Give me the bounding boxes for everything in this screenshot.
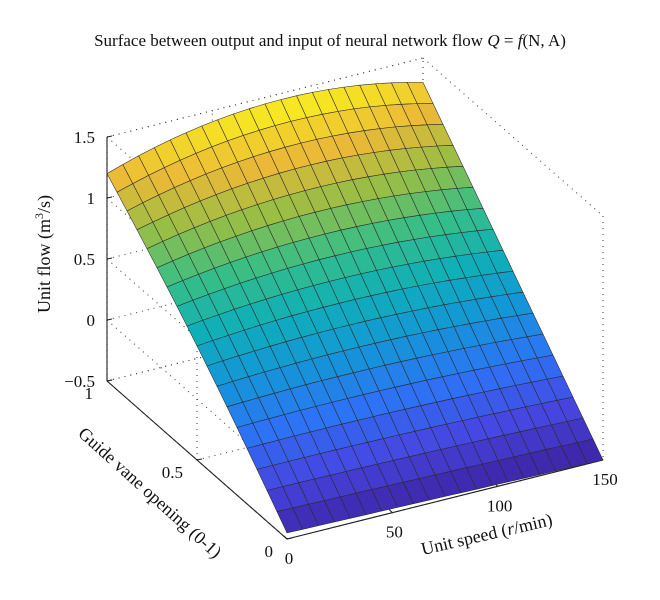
x-tick-label: 100 — [487, 496, 513, 515]
x-tick-label: 50 — [386, 523, 403, 542]
z-axis-label: Unit flow (m3/s) — [32, 195, 55, 313]
x-axis-label-prefix: Unit speed ( — [419, 520, 509, 560]
tick-labels: −0.5 0 0.5 1 1.5 0 50 100 150 0 0.5 1 — [64, 128, 618, 568]
chart-title-fn: f — [518, 31, 525, 50]
x-tick-mark — [283, 535, 288, 540]
y-tick-label: 1 — [85, 384, 94, 403]
box-edge — [106, 57, 424, 138]
z-tick-label: 0 — [87, 311, 96, 330]
z-tick-mark — [106, 318, 113, 321]
surface-mesh — [106, 82, 604, 534]
z-tick-label: 1.5 — [74, 128, 95, 147]
x-axis-line — [286, 459, 604, 540]
x-tick-label: 150 — [592, 470, 618, 489]
z-axis-label-prefix: Unit flow (m — [34, 219, 55, 313]
chart-title-lhs: Q — [487, 31, 499, 50]
chart-title-args: (N, A) — [522, 31, 565, 50]
surface-face — [576, 438, 604, 464]
x-axis-label: Unit speed (r/min) — [419, 509, 554, 560]
y-tick-label: 0.5 — [162, 463, 183, 482]
y-axis-label: Guide vane opening (0-1) — [74, 423, 226, 563]
z-tick-mark — [106, 196, 113, 199]
chart-title: Surface between output and input of neur… — [94, 31, 566, 50]
x-tick-label: 0 — [285, 549, 294, 568]
z-tick-label: 0.5 — [74, 250, 95, 269]
z-axis-label-suffix: /s) — [34, 195, 55, 213]
z-tick-label: 1 — [87, 189, 96, 208]
y-tick-label: 0 — [265, 542, 274, 561]
z-tick-mark — [106, 257, 113, 260]
z-tick-mark — [106, 379, 113, 382]
y-tick-mark — [196, 458, 203, 461]
x-axis-label-suffix: /min) — [512, 509, 555, 538]
x-tick-mark — [388, 509, 393, 514]
z-axis-label-sup: 3 — [32, 213, 46, 219]
y-tick-mark — [286, 537, 293, 540]
chart-title-prefix: Surface between output and input of neur… — [94, 31, 487, 50]
z-tick-label: −0.5 — [64, 372, 95, 391]
z-tick-mark — [106, 135, 113, 138]
chart-title-eq: = — [500, 31, 518, 50]
